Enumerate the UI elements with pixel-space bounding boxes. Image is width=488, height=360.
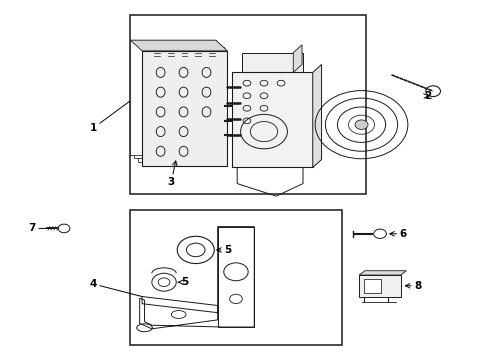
Bar bbox=[363, 279, 380, 293]
Bar bbox=[358, 275, 400, 297]
Circle shape bbox=[354, 120, 367, 130]
Bar bbox=[130, 15, 366, 194]
Bar bbox=[130, 40, 215, 155]
Text: 7: 7 bbox=[29, 224, 54, 233]
Bar bbox=[217, 226, 254, 327]
Text: 1: 1 bbox=[89, 101, 130, 133]
Polygon shape bbox=[358, 271, 406, 275]
Text: 4: 4 bbox=[89, 279, 142, 297]
Bar bbox=[142, 51, 227, 166]
Text: 8: 8 bbox=[405, 281, 420, 291]
Polygon shape bbox=[312, 64, 321, 167]
Text: 2: 2 bbox=[423, 91, 430, 101]
Bar bbox=[138, 47, 223, 162]
Bar bbox=[232, 72, 312, 167]
Bar bbox=[134, 44, 219, 158]
Text: 6: 6 bbox=[389, 229, 406, 239]
Text: 5: 5 bbox=[178, 277, 188, 287]
Polygon shape bbox=[293, 45, 302, 72]
Bar bbox=[130, 211, 341, 345]
Text: 3: 3 bbox=[167, 161, 177, 187]
Bar bbox=[242, 53, 303, 72]
Polygon shape bbox=[130, 40, 227, 51]
Text: 5: 5 bbox=[216, 245, 231, 255]
